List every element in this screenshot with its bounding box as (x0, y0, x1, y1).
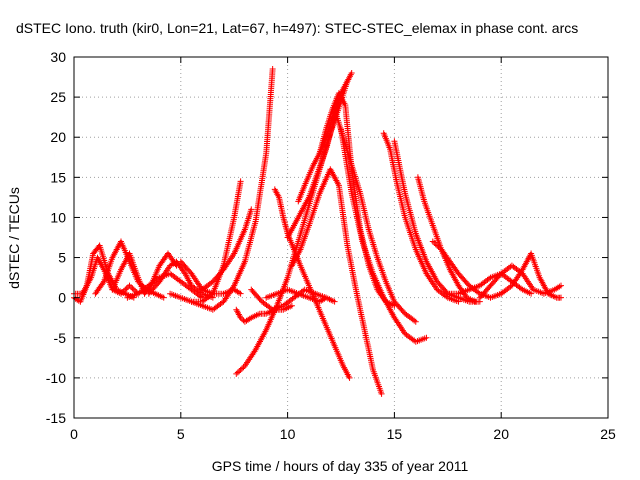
series-27 (476, 262, 565, 301)
data-point-markers (498, 250, 565, 301)
plot-frame (73, 56, 609, 419)
y-tick-label: -5 (54, 330, 67, 346)
series-18 (288, 166, 385, 397)
axis-ticks (73, 56, 609, 419)
y-tick-labels: -15 -10 -5 0 5 10 15 20 25 30 (46, 49, 66, 426)
x-tick-label: 10 (280, 426, 296, 442)
chart-title: dSTEC Iono. truth (kir0, Lon=21, Lat=67,… (16, 20, 578, 36)
data-point-markers (199, 206, 255, 293)
data-point-markers (380, 130, 462, 305)
x-axis-label: GPS time / hours of day 335 of year 2011 (212, 458, 469, 474)
series-21 (338, 126, 430, 345)
series-16 (263, 286, 330, 305)
y-tick-label: -15 (46, 410, 66, 426)
y-tick-label: 25 (50, 89, 66, 105)
data-point-markers (288, 166, 385, 397)
y-tick-label: 5 (58, 250, 66, 266)
y-tick-label: -10 (46, 370, 66, 386)
series-6 (145, 258, 216, 301)
y-tick-label: 0 (58, 290, 66, 306)
x-tick-labels: 0 5 10 15 20 25 (70, 426, 616, 442)
y-tick-label: 15 (50, 169, 66, 185)
data-point-markers (391, 138, 483, 305)
data-point-markers (476, 262, 565, 301)
data-point-markers (145, 258, 216, 301)
series-23 (391, 138, 483, 305)
series-28 (498, 250, 565, 301)
y-tick-label: 30 (50, 49, 66, 65)
x-tick-label: 5 (177, 426, 185, 442)
y-tick-label: 20 (50, 129, 66, 145)
series-9 (188, 66, 276, 313)
series-10 (199, 206, 255, 293)
x-tick-label: 0 (70, 426, 78, 442)
y-tick-label: 10 (50, 209, 66, 225)
data-points (71, 66, 565, 397)
y-axis-label: dSTEC / TECUs (6, 187, 22, 289)
data-point-markers (188, 66, 276, 313)
series-22 (380, 130, 462, 305)
x-tick-label: 15 (387, 426, 403, 442)
data-point-markers (338, 126, 430, 345)
data-point-markers (263, 286, 330, 305)
x-tick-label: 25 (600, 426, 616, 442)
x-tick-label: 20 (493, 426, 509, 442)
